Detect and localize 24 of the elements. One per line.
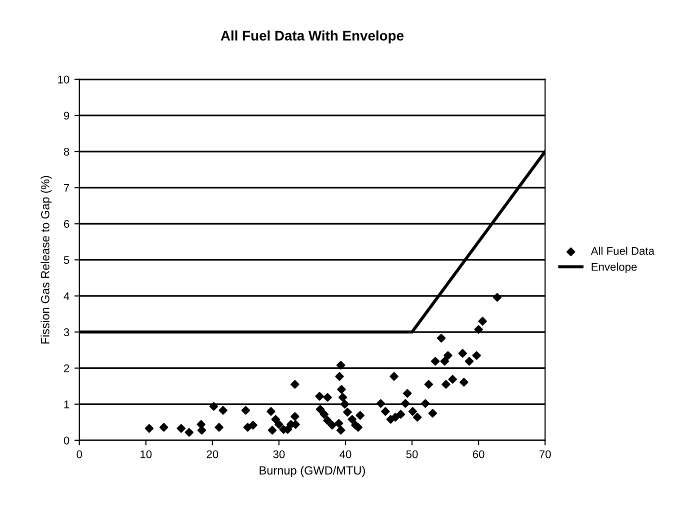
x-tick-label: 10 [140,450,152,458]
y-tick-label: 4 [64,292,70,300]
y-tick-label: 3 [64,328,70,336]
x-tick-label: 20 [206,450,218,458]
x-tick-label: 0 [76,450,82,458]
y-tick-label: 5 [64,256,70,264]
legend-label: All Fuel Data [590,246,654,255]
y-axis-title: Fission Gas Release to Gap (%) [40,176,52,344]
y-tick-label: 0 [64,436,70,444]
y-tick-label: 10 [58,76,70,84]
y-tick-label: 7 [64,184,70,192]
x-tick-label: 30 [273,450,285,458]
y-tick-label: 2 [64,364,70,372]
y-tick-label: 6 [64,220,70,228]
x-tick-label: 60 [472,450,484,458]
y-tick-label: 1 [64,400,70,408]
legend-label: Envelope [592,262,637,273]
x-axis-title: Burnup (GWD/MTU) [260,466,365,477]
chart-title: All Fuel Data With Envelope [220,30,404,44]
y-tick-label: 8 [64,148,70,156]
x-tick-label: 40 [340,450,352,458]
x-tick-label: 50 [406,450,418,458]
y-tick-label: 9 [64,112,70,120]
x-tick-label: 70 [539,450,551,458]
